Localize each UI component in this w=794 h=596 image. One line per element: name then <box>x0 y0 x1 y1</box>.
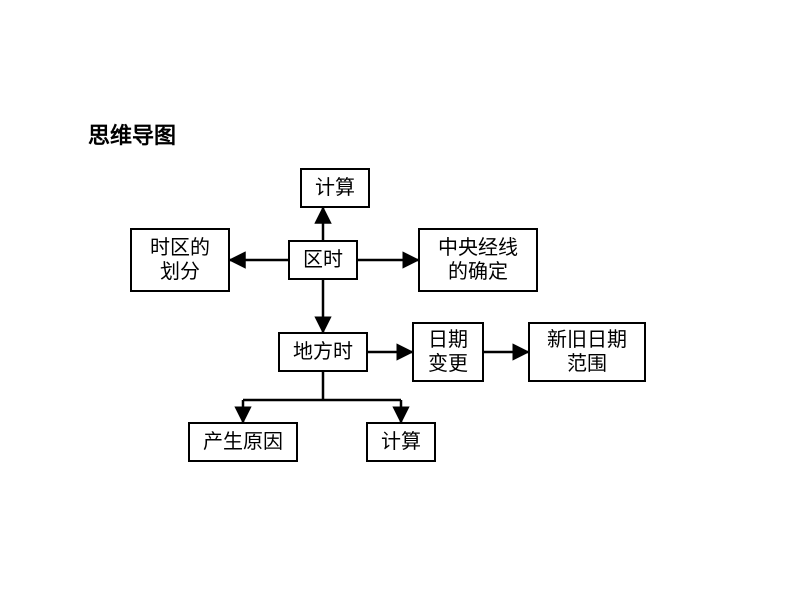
node-date-chg: 日期变更 <box>412 322 484 382</box>
node-label: 计算 <box>381 430 421 454</box>
node-label: 中央经线的确定 <box>438 236 518 284</box>
node-tz-div: 时区的划分 <box>130 228 230 292</box>
node-label: 区时 <box>303 248 343 272</box>
node-label: 日期变更 <box>428 328 468 376</box>
node-label: 产生原因 <box>203 430 283 454</box>
node-label: 计算 <box>315 176 355 200</box>
page-title: 思维导图 <box>88 118 176 150</box>
node-calc-top: 计算 <box>300 168 370 208</box>
node-label: 地方时 <box>293 340 353 364</box>
node-label: 时区的划分 <box>150 236 210 284</box>
connectors-layer <box>0 0 794 596</box>
node-date-range: 新旧日期范围 <box>528 322 646 382</box>
node-central: 中央经线的确定 <box>418 228 538 292</box>
node-cause: 产生原因 <box>188 422 298 462</box>
node-calc-bot: 计算 <box>366 422 436 462</box>
node-label: 新旧日期范围 <box>547 328 627 376</box>
node-local-time: 地方时 <box>278 332 368 372</box>
node-zone-time: 区时 <box>288 240 358 280</box>
